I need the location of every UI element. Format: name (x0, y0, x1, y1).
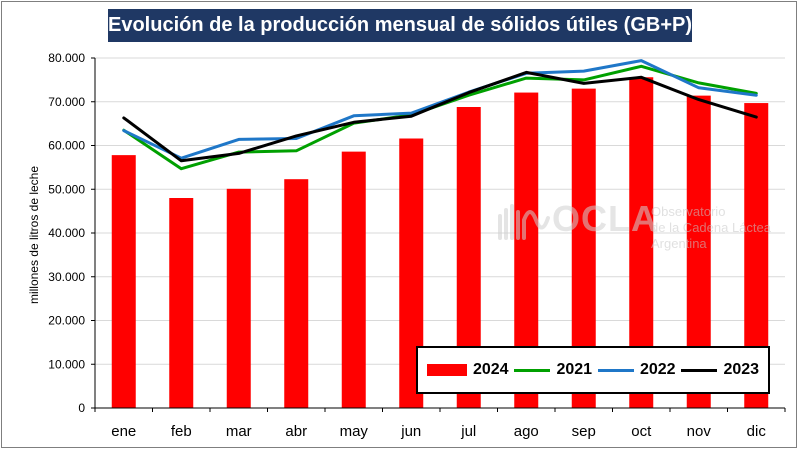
legend-key-2021 (514, 368, 551, 372)
x-tick-label-nov: nov (687, 423, 712, 440)
y-tick-label: 30.000 (48, 270, 85, 284)
bar-2024-ene (111, 155, 136, 408)
legend-key-2024 (426, 364, 467, 376)
watermark-line-2: de la Cadena Láctea (651, 220, 771, 235)
x-tick-label-jul: jul (460, 423, 476, 440)
legend-label-2023: 2023 (723, 361, 760, 378)
y-tick-label: 50.000 (48, 182, 85, 196)
line-2022 (122, 59, 758, 160)
legend-label-2022: 2022 (639, 361, 676, 378)
legend-label-2021: 2021 (556, 361, 593, 378)
y-tick-label: 20.000 (48, 314, 85, 328)
x-tick-label-jun: jun (400, 423, 421, 440)
bar-2024-mar (226, 188, 251, 408)
bar-2024-abr (284, 179, 309, 408)
legend: 2024 2021 2022 2023 (416, 346, 770, 394)
x-tick-label-may: may (340, 423, 369, 440)
y-tick-label: 80.000 (48, 51, 85, 65)
x-tick-label-dic: dic (747, 423, 767, 440)
y-tick-label: 60.000 (48, 139, 85, 153)
x-tick-label-mar: mar (226, 423, 252, 440)
y-tick-label: 10.000 (48, 357, 85, 371)
chart-title: Evolución de la producción mensual de só… (108, 9, 692, 42)
x-tick-label-oct: oct (631, 423, 652, 440)
x-tick-label-feb: feb (171, 423, 192, 440)
watermark-line-3: Argentina (651, 236, 707, 251)
line-2023 (122, 70, 758, 163)
ocla-logo-icon (498, 204, 550, 240)
y-tick-label: 0 (78, 401, 85, 415)
legend-item-2023: 2023 (681, 361, 759, 379)
y-tick-label: 40.000 (48, 226, 85, 240)
legend-item-2021: 2021 (514, 361, 592, 379)
watermark-line-1: Observatorio (651, 204, 726, 219)
x-tick-label-ago: ago (514, 423, 539, 440)
x-tick-label-ene: ene (111, 423, 136, 440)
x-tick-label-abr: abr (285, 423, 307, 440)
y-axis-label: millones de litros de leche (27, 165, 41, 305)
y-tick-label: 70.000 (48, 95, 85, 109)
watermark-logo-text: OCLA (552, 198, 658, 239)
bar-2024-feb (169, 198, 194, 408)
legend-label-2024: 2024 (472, 361, 509, 378)
legend-item-2024: 2024 (426, 361, 509, 379)
legend-key-2022 (597, 368, 634, 372)
legend-item-2022: 2022 (597, 361, 676, 379)
bar-2024-may (341, 151, 366, 408)
x-tick-label-sep: sep (572, 423, 596, 440)
legend-key-2023 (681, 368, 718, 372)
